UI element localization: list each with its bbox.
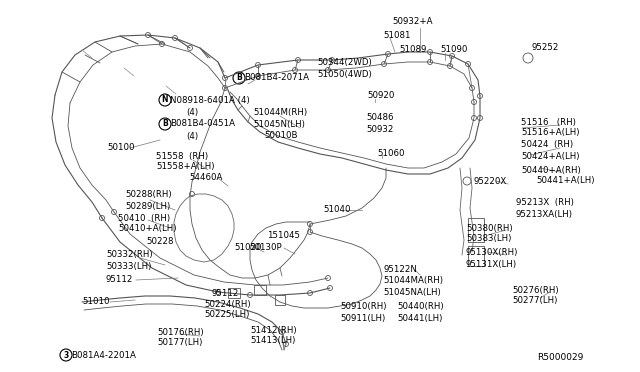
Text: 50441(LH): 50441(LH): [397, 314, 442, 323]
Text: 50344(2WD): 50344(2WD): [317, 58, 372, 67]
Text: 50289(LH): 50289(LH): [125, 202, 170, 211]
Text: 3: 3: [63, 350, 68, 359]
Text: 50932: 50932: [366, 125, 394, 135]
Text: 50932+A: 50932+A: [392, 17, 433, 26]
Text: 50276(RH): 50276(RH): [512, 285, 559, 295]
Text: B081A4-2201A: B081A4-2201A: [71, 350, 136, 359]
Text: B: B: [162, 119, 168, 128]
Text: 95112: 95112: [212, 289, 239, 298]
Text: 95122N: 95122N: [383, 266, 417, 275]
Text: 51044MA(RH): 51044MA(RH): [383, 276, 443, 285]
Text: B: B: [236, 74, 242, 83]
Text: 51090: 51090: [440, 45, 467, 55]
Text: 51081: 51081: [383, 32, 410, 41]
Text: 50288(RH): 50288(RH): [125, 190, 172, 199]
Text: 51413(LH): 51413(LH): [250, 337, 296, 346]
Text: 50380(RH): 50380(RH): [466, 224, 513, 232]
Text: 50910(RH): 50910(RH): [340, 302, 387, 311]
Text: 95220X: 95220X: [473, 176, 506, 186]
Text: 50010B: 50010B: [264, 131, 298, 141]
Text: 51089: 51089: [399, 45, 426, 55]
Text: 95252: 95252: [532, 44, 559, 52]
Text: N: N: [162, 96, 168, 105]
Text: 51516+A(LH): 51516+A(LH): [521, 128, 579, 138]
Text: N08918-6401A (4): N08918-6401A (4): [170, 96, 250, 105]
Text: 51060: 51060: [377, 148, 404, 157]
Text: 50424  (RH): 50424 (RH): [521, 141, 573, 150]
Text: 50440+A(RH): 50440+A(RH): [521, 166, 580, 174]
Text: (4): (4): [186, 108, 198, 116]
Text: R5000029: R5000029: [537, 353, 584, 362]
Text: B081B4-0451A: B081B4-0451A: [170, 119, 235, 128]
Text: 50177(LH): 50177(LH): [157, 339, 202, 347]
Text: 50383(LH): 50383(LH): [466, 234, 511, 244]
Text: B081B4-2071A: B081B4-2071A: [244, 74, 309, 83]
Text: (4): (4): [186, 131, 198, 141]
Text: 51010: 51010: [82, 298, 109, 307]
Text: 51020: 51020: [234, 243, 262, 251]
Text: 50225(LH): 50225(LH): [204, 311, 250, 320]
Text: 50486: 50486: [366, 113, 394, 122]
Text: 50911(LH): 50911(LH): [340, 314, 385, 323]
Text: 54460A: 54460A: [189, 173, 222, 182]
Text: 51045NA(LH): 51045NA(LH): [383, 288, 441, 296]
Text: 50176(RH): 50176(RH): [157, 327, 204, 337]
Text: 50224(RH): 50224(RH): [204, 299, 251, 308]
Text: 50441+A(LH): 50441+A(LH): [536, 176, 595, 186]
Text: 51412(RH): 51412(RH): [250, 326, 296, 334]
Text: 50333(LH): 50333(LH): [106, 262, 152, 270]
Text: 95213XA(LH): 95213XA(LH): [516, 209, 573, 218]
Text: 50130P: 50130P: [249, 244, 282, 253]
Text: 151045: 151045: [267, 231, 300, 241]
Text: 95131X(LH): 95131X(LH): [466, 260, 517, 269]
Text: 50424+A(LH): 50424+A(LH): [521, 151, 579, 160]
Text: 51558  (RH): 51558 (RH): [156, 151, 208, 160]
Text: 50332(RH): 50332(RH): [106, 250, 152, 260]
Text: 50277(LH): 50277(LH): [512, 296, 557, 305]
Text: 50410+A(LH): 50410+A(LH): [118, 224, 177, 234]
Text: 51050(4WD): 51050(4WD): [317, 70, 372, 78]
Text: 95130X(RH): 95130X(RH): [466, 248, 518, 257]
Text: 51040: 51040: [323, 205, 351, 214]
Text: 50440(RH): 50440(RH): [397, 302, 444, 311]
Text: 50410  (RH): 50410 (RH): [118, 214, 170, 222]
Text: 51045N(LH): 51045N(LH): [253, 119, 305, 128]
Text: 51558+A(LH): 51558+A(LH): [156, 163, 214, 171]
Text: 51516   (RH): 51516 (RH): [521, 118, 576, 126]
Text: 95112: 95112: [106, 276, 133, 285]
Text: 95213X  (RH): 95213X (RH): [516, 199, 574, 208]
Text: 50228: 50228: [146, 237, 173, 247]
Text: 51044M(RH): 51044M(RH): [253, 108, 307, 116]
Text: 50100: 50100: [107, 144, 134, 153]
Text: 50920: 50920: [367, 92, 394, 100]
